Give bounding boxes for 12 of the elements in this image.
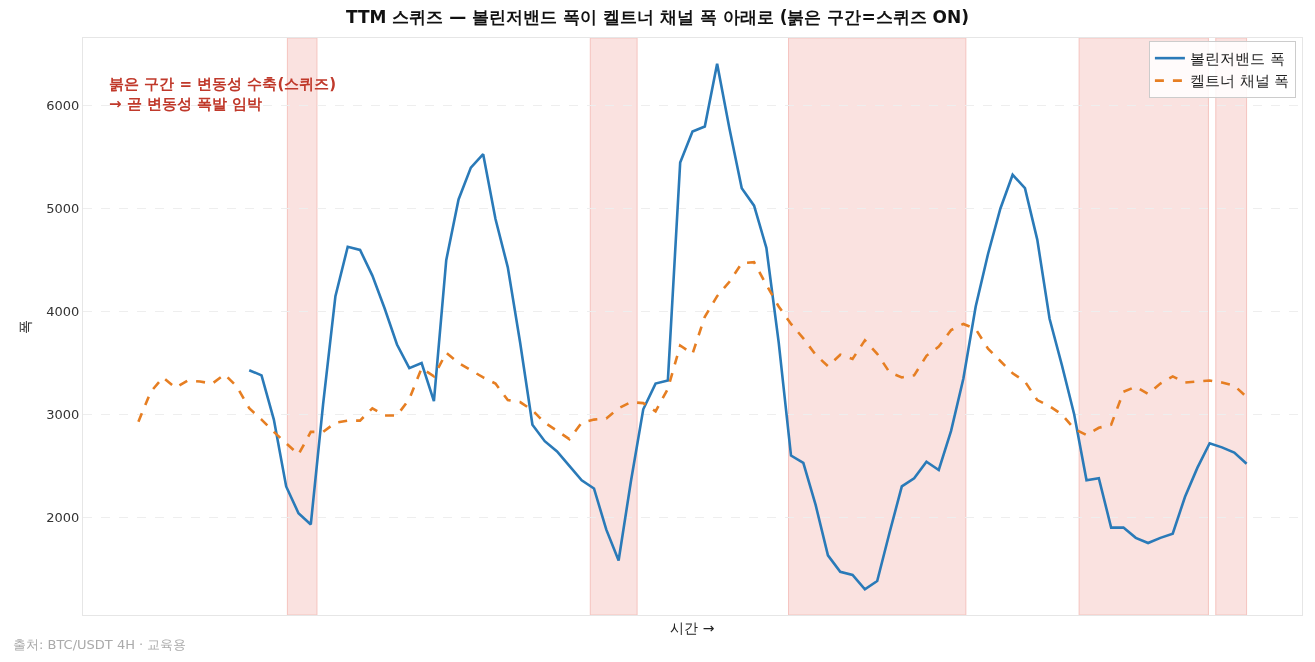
annotation: 붉은 구간 = 변동성 수축(스퀴즈) → 곧 변동성 폭발 임박: [109, 75, 337, 113]
y-tick-label: 3000: [46, 406, 80, 422]
x-axis-title: 시간 →: [670, 620, 715, 637]
chart-title: TTM 스퀴즈 — 볼린저밴드 폭이 켈트너 채널 폭 아래로 (붉은 구간=스퀴즈 ON): [345, 6, 970, 27]
y-tick-label: 4000: [46, 304, 80, 320]
y-tick-label: 5000: [46, 201, 80, 217]
y-tick-label: 6000: [46, 98, 80, 114]
legend-label: 켈트너 채널 폭: [1189, 72, 1290, 91]
source-note: 출처: BTC/USDT 4H · 교육용: [13, 637, 187, 652]
y-axis-title: 폭: [16, 319, 33, 334]
legend-label: 볼린저밴드 폭: [1189, 49, 1285, 68]
y-tick-label: 2000: [46, 509, 80, 525]
